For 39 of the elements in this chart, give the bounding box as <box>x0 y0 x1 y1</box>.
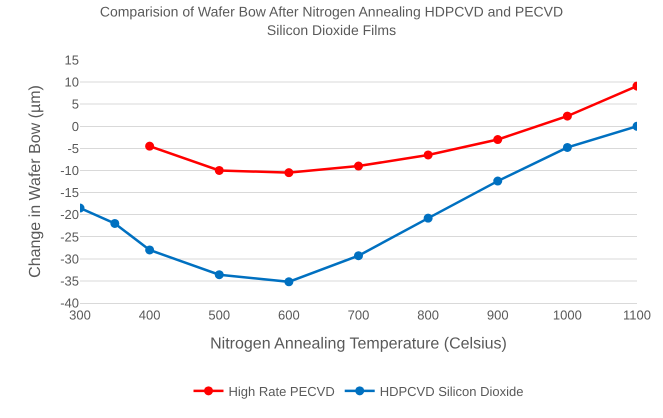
x-tick-label: 500 <box>208 308 230 323</box>
point <box>145 142 154 151</box>
x-axis-title: Nitrogen Annealing Temperature (Celsius) <box>210 335 507 352</box>
point <box>493 135 502 144</box>
y-tick-label: -35 <box>60 273 79 288</box>
x-tick-label: 600 <box>278 308 300 323</box>
point <box>424 150 433 160</box>
x-tick-label: 900 <box>486 308 509 323</box>
point <box>284 168 294 178</box>
legend-label: High Rate PECVD <box>228 384 335 399</box>
x-tick-label: 700 <box>348 308 370 323</box>
x-tick-label: 800 <box>417 308 439 323</box>
y-tick-label: 10 <box>64 74 79 90</box>
y-tick-label: -10 <box>60 163 79 178</box>
y-tick-label: 0 <box>72 118 79 134</box>
legend-label: HDPCVD Silicon Dioxide <box>380 384 524 399</box>
x-tick-label: 400 <box>138 308 160 323</box>
point <box>424 214 433 223</box>
x-tick-label: 1000 <box>552 308 582 323</box>
x-tick-label: 1100 <box>623 308 651 323</box>
point <box>493 176 502 186</box>
point <box>110 218 120 228</box>
y-tick-label: -30 <box>60 251 79 266</box>
chart-title: Comparision of Wafer Bow After Nitrogen Annealing HDPCVD and PECVD Silicon Dioxide Films <box>100 4 564 38</box>
point <box>214 166 224 175</box>
point <box>145 245 154 254</box>
point <box>562 142 572 152</box>
y-tick-label: -20 <box>60 207 79 222</box>
y-tick-label: -15 <box>60 185 79 200</box>
point <box>562 112 572 121</box>
y-tick-label: -5 <box>67 140 79 156</box>
point <box>214 270 224 280</box>
y-tick-label: 5 <box>72 96 79 112</box>
y-tick-label: -25 <box>60 229 79 244</box>
point <box>354 251 363 260</box>
y-axis-title: Change in Wafer Bow (µm) <box>27 85 44 278</box>
point <box>284 277 294 286</box>
point <box>354 162 363 171</box>
y-tick-label: 15 <box>64 52 79 68</box>
